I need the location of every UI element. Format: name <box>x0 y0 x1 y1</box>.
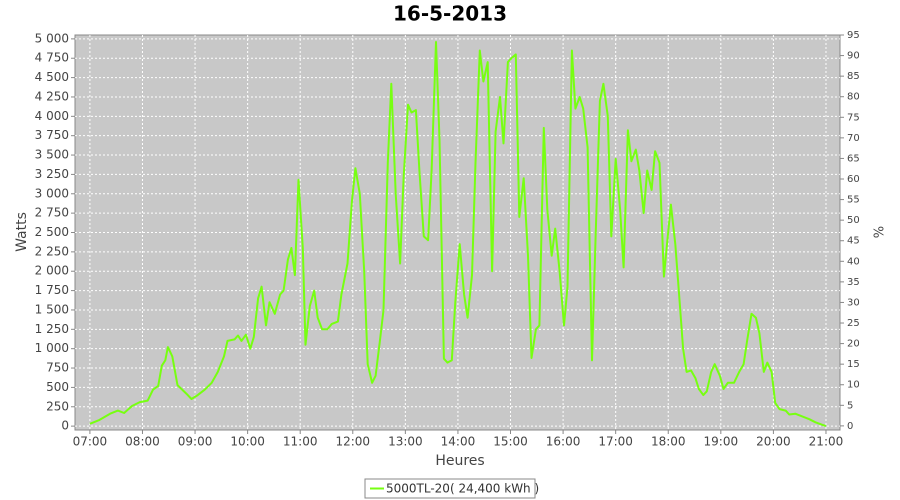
y2-tick-label: 70 <box>847 133 860 144</box>
y-tick-label: 2 750 <box>35 206 69 220</box>
y2-axis-label: % <box>873 226 888 238</box>
x-tick-label: 16:00 <box>546 435 581 449</box>
x-tick-label: 12:00 <box>335 435 370 449</box>
x-tick-label: 21:00 <box>809 435 844 449</box>
y-tick-label: 3 000 <box>35 186 69 200</box>
y2-tick-label: 30 <box>847 297 860 308</box>
x-tick-label: 17:00 <box>598 435 633 449</box>
y2-tick-label: 20 <box>847 339 860 350</box>
chart-title: 16-5-2013 <box>393 2 507 26</box>
x-tick-label: 11:00 <box>283 435 318 449</box>
y-tick-label: 2 250 <box>35 244 69 258</box>
y-tick-label: 500 <box>46 380 69 394</box>
y-tick-label: 1 500 <box>35 302 69 316</box>
x-tick-label: 18:00 <box>651 435 686 449</box>
y-tick-label: 250 <box>46 399 69 413</box>
y-tick-label: 1 000 <box>35 341 69 355</box>
x-tick-label: 09:00 <box>178 435 213 449</box>
y2-tick-label: 50 <box>847 215 860 226</box>
legend-label: 5000TL-20( 24,400 kWh ) <box>386 482 539 496</box>
y-tick-label: 3 750 <box>35 128 69 142</box>
x-tick-label: 07:00 <box>73 435 108 449</box>
y-tick-label: 5 000 <box>35 31 69 45</box>
x-tick-label: 14:00 <box>441 435 476 449</box>
y-tick-label: 4 500 <box>35 70 69 84</box>
x-tick-label: 20:00 <box>756 435 791 449</box>
y2-tick-label: 80 <box>847 92 860 103</box>
y-tick-label: 3 250 <box>35 167 69 181</box>
y2-tick-label: 5 <box>847 400 853 411</box>
y2-tick-label: 60 <box>847 174 860 185</box>
x-tick-label: 10:00 <box>230 435 265 449</box>
y2-tick-label: 85 <box>847 71 860 82</box>
y2-tick-label: 90 <box>847 51 860 62</box>
x-tick-label: 19:00 <box>704 435 739 449</box>
y-tick-label: 4 000 <box>35 109 69 123</box>
x-tick-label: 13:00 <box>388 435 423 449</box>
y-tick-label: 2 000 <box>35 264 69 278</box>
x-tick-label: 08:00 <box>125 435 160 449</box>
y-tick-label: 1 750 <box>35 283 69 297</box>
y2-tick-label: 15 <box>847 359 860 370</box>
y-tick-label: 1 250 <box>35 322 69 336</box>
series-line <box>89 41 827 428</box>
y-tick-label: 3 500 <box>35 148 69 162</box>
y2-tick-label: 95 <box>847 30 860 41</box>
y2-tick-label: 35 <box>847 277 860 288</box>
y2-tick-label: 45 <box>847 236 860 247</box>
y-tick-label: 4 250 <box>35 89 69 103</box>
y-tick-label: 750 <box>46 361 69 375</box>
y2-tick-label: 25 <box>847 318 860 329</box>
y-tick-label: 4 750 <box>35 51 69 65</box>
y2-tick-label: 55 <box>847 195 860 206</box>
x-axis-label: Heures <box>435 453 484 469</box>
legend: 5000TL-20( 24,400 kWh ) <box>364 478 539 499</box>
y-tick-label: 0 <box>61 419 69 433</box>
legend-box <box>364 478 536 499</box>
y-tick-label: 2 500 <box>35 225 69 239</box>
y2-tick-label: 10 <box>847 380 860 391</box>
y-axis-label: Watts <box>14 212 30 252</box>
y2-tick-label: 0 <box>847 421 853 432</box>
y2-tick-label: 75 <box>847 112 860 123</box>
y2-tick-label: 40 <box>847 256 860 267</box>
x-tick-label: 15:00 <box>493 435 528 449</box>
y2-tick-label: 65 <box>847 153 860 164</box>
